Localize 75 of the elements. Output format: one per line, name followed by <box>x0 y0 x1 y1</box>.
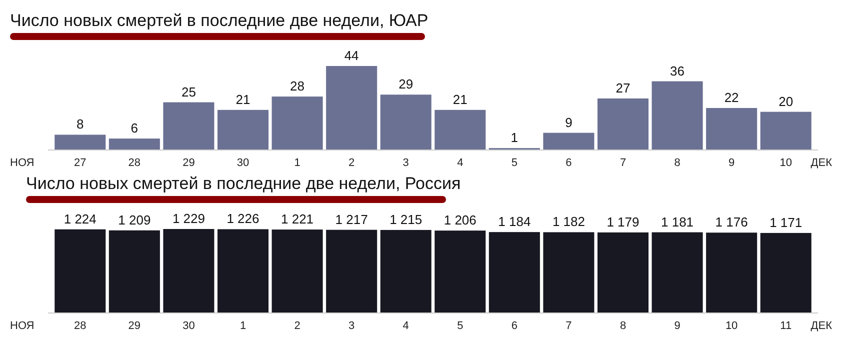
x-tick-label: 8 <box>674 157 680 169</box>
bar <box>597 98 649 150</box>
bar <box>380 94 432 150</box>
x-tick-label: 29 <box>182 157 195 169</box>
data-label: 1 217 <box>335 212 368 227</box>
bar <box>434 110 486 150</box>
x-tick-label: 2 <box>348 157 355 169</box>
x-tick-label: 27 <box>74 157 86 169</box>
text: ДЕК <box>810 320 833 332</box>
data-label: 25 <box>181 84 196 100</box>
bar <box>326 66 378 150</box>
bar <box>706 108 758 150</box>
bar <box>760 112 812 150</box>
data-label: 36 <box>670 63 685 78</box>
data-label: 8 <box>76 116 84 132</box>
bar <box>163 102 214 150</box>
bar <box>54 134 106 150</box>
data-label: 22 <box>724 90 739 105</box>
chart-title: Число новых смертей в последние две недели, Россия <box>26 174 461 193</box>
data-label: 9 <box>565 114 572 130</box>
x-tick-label: 9 <box>674 320 680 332</box>
x-tick-label: 30 <box>182 320 195 332</box>
x-tick-label: 7 <box>566 320 572 332</box>
x-tick-label: 1 <box>240 320 246 332</box>
x-tick-label: 1 <box>294 157 300 169</box>
x-tick-label: 4 <box>457 157 464 169</box>
data-label: 1 182 <box>552 214 585 230</box>
x-tick-label: 6 <box>566 157 572 169</box>
x-tick-label: 5 <box>511 157 518 169</box>
x-tick-label: 2 <box>294 320 300 332</box>
x-tick-label: 10 <box>725 320 738 332</box>
data-label: 1 226 <box>226 211 260 226</box>
bar <box>272 96 323 150</box>
data-label: 1 176 <box>715 214 748 230</box>
data-label: 20 <box>778 94 794 109</box>
x-tick-label: 10 <box>780 157 792 169</box>
bar <box>217 110 269 150</box>
x-tick-label: 29 <box>128 320 141 332</box>
data-label: 1 179 <box>606 214 640 230</box>
x-tick-label: 28 <box>128 157 141 169</box>
data-label: 27 <box>616 80 630 96</box>
data-label: 1 184 <box>498 214 531 230</box>
data-label: 1 181 <box>661 214 694 230</box>
data-label: 28 <box>290 78 305 94</box>
x-tick-label: 5 <box>457 320 464 332</box>
data-label: 21 <box>452 92 468 107</box>
data-label: 1 221 <box>281 212 314 227</box>
data-label: 21 <box>236 92 250 107</box>
data-label: 6 <box>130 120 138 136</box>
data-label: 44 <box>344 48 359 63</box>
x-tick-label: 8 <box>620 320 626 332</box>
data-label: 1 215 <box>390 212 422 227</box>
text: НОЯ <box>10 320 34 332</box>
x-tick-label: 3 <box>348 320 355 332</box>
data-label: 1 229 <box>172 211 205 226</box>
bar <box>652 81 703 150</box>
bar <box>543 132 594 150</box>
data-label: 1 171 <box>770 214 802 230</box>
data-label: 29 <box>398 76 414 92</box>
chart-title: Число новых смертей в последние две недели, ЮАР <box>10 11 428 30</box>
x-tick-label: 11 <box>780 320 792 332</box>
x-tick-label: 6 <box>511 320 518 332</box>
x-tick-label: 28 <box>74 320 86 332</box>
x-tick-label: 30 <box>236 157 250 169</box>
data-label: 1 206 <box>444 212 476 228</box>
data-label: 1 209 <box>118 212 151 228</box>
x-tick-label: 7 <box>620 157 626 169</box>
text: НОЯ <box>10 157 34 169</box>
data-label: 1 <box>510 130 518 146</box>
data-label: 1 224 <box>64 211 96 226</box>
x-tick-label: 9 <box>728 157 735 169</box>
x-tick-label: 4 <box>402 320 409 332</box>
text: ДЕК <box>810 157 833 169</box>
bar <box>108 138 160 150</box>
x-tick-label: 3 <box>402 157 409 169</box>
